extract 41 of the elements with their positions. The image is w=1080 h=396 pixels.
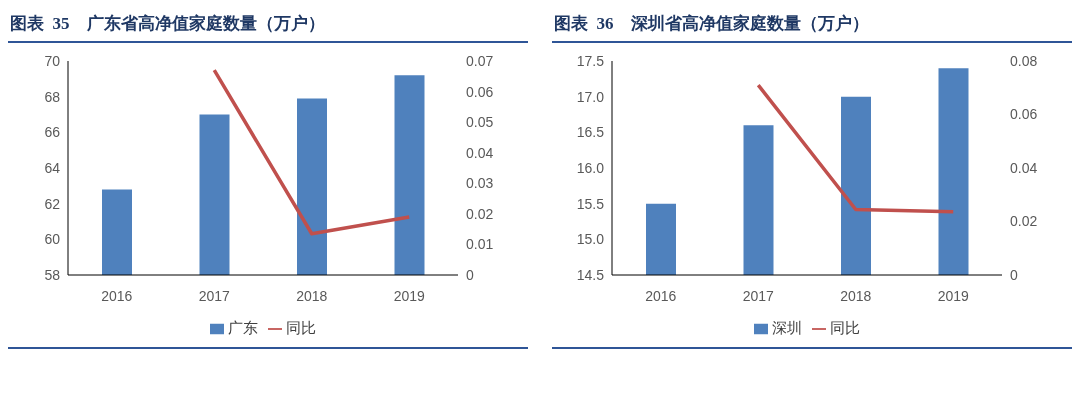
- y2-tick-label: 0.01: [466, 236, 494, 253]
- legend-label: 同比: [830, 319, 860, 336]
- y-tick-label: 16.0: [576, 159, 605, 176]
- y2-tick-label: 0.07: [466, 52, 494, 69]
- legend-label: 同比: [286, 319, 316, 336]
- x-tick-label: 2017: [742, 287, 775, 304]
- y2-tick-label: 0.05: [466, 114, 494, 131]
- y-tick-label: 15.5: [576, 195, 605, 212]
- y2-tick-label: 0.06: [466, 83, 494, 100]
- y-tick-label: 16.5: [576, 124, 605, 141]
- y-tick-label: 66: [44, 124, 61, 141]
- y-tick-label: 15.0: [576, 231, 605, 248]
- y2-tick-label: 0.03: [466, 175, 494, 192]
- y-tick-label: 17.0: [576, 88, 605, 105]
- x-tick-label: 2019: [937, 287, 970, 304]
- x-tick-label: 2018: [840, 287, 872, 304]
- x-tick-label: 2017: [198, 287, 231, 304]
- y-tick-label: 60: [44, 231, 61, 248]
- legend-label: 广东: [228, 319, 258, 336]
- chart-title: 图表 35 广东省高净值家庭数量（万户）: [8, 8, 528, 43]
- chart-title: 图表 36 深圳省高净值家庭数量（万户）: [552, 8, 1072, 43]
- y2-tick-label: 0.04: [466, 144, 494, 161]
- y-tick-label: 17.5: [576, 52, 605, 69]
- y-tick-label: 14.5: [576, 266, 605, 283]
- y2-tick-label: 0.06: [1010, 106, 1038, 123]
- x-tick-label: 2016: [101, 287, 133, 304]
- y2-tick-label: 0.02: [466, 205, 494, 222]
- y-tick-label: 68: [44, 88, 61, 105]
- y2-tick-label: 0.04: [1010, 159, 1038, 176]
- y-tick-label: 70: [44, 52, 61, 69]
- y2-tick-label: 0: [466, 266, 474, 283]
- y2-tick-label: 0.08: [1010, 52, 1038, 69]
- y-tick-label: 58: [44, 266, 61, 283]
- legend-label: 深圳: [772, 319, 802, 336]
- y-tick-label: 64: [44, 159, 61, 176]
- y2-tick-label: 0.02: [1010, 213, 1038, 230]
- y-tick-label: 62: [44, 195, 61, 212]
- x-tick-label: 2018: [296, 287, 328, 304]
- x-tick-label: 2016: [645, 287, 677, 304]
- x-tick-label: 2019: [393, 287, 426, 304]
- y2-tick-label: 0: [1010, 266, 1018, 283]
